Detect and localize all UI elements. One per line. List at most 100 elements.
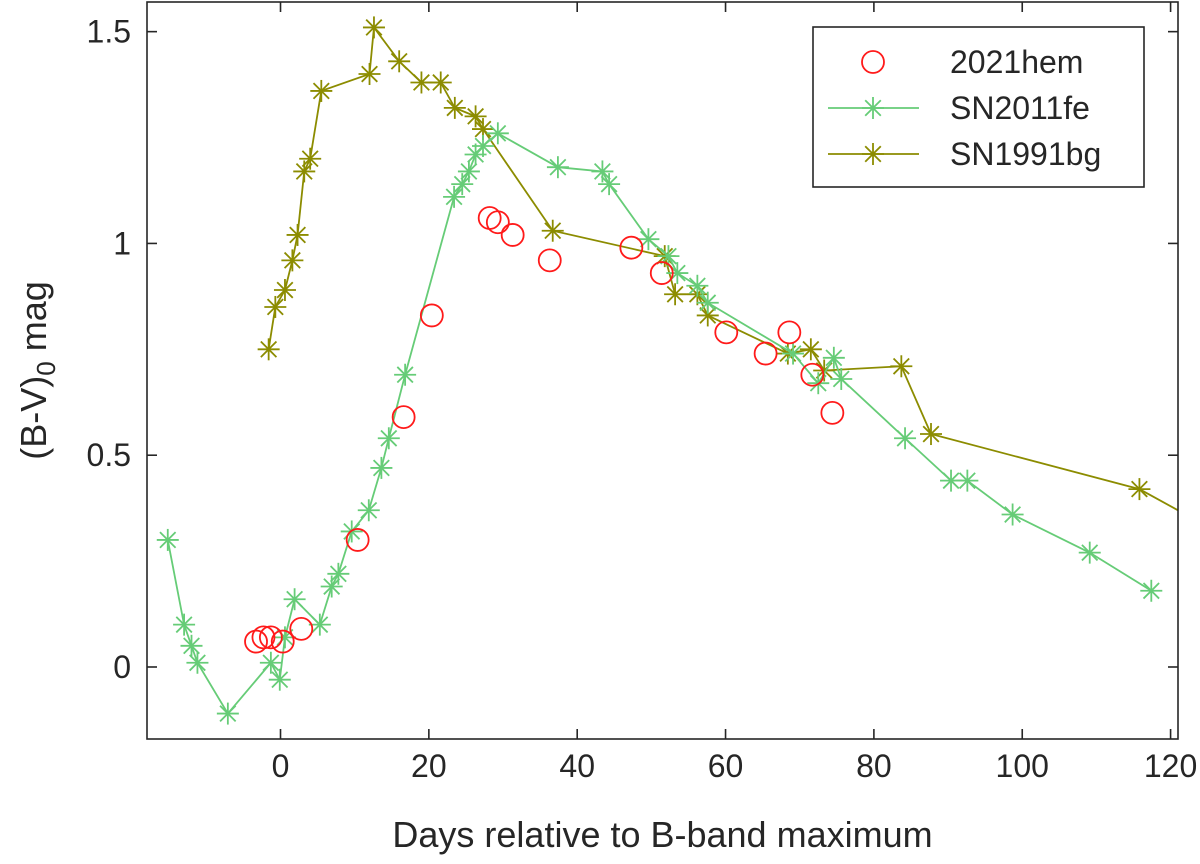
x-tick-label: 0 <box>272 748 290 784</box>
series-sn1991bg <box>257 16 1178 512</box>
data-point <box>546 156 569 179</box>
data-point <box>486 122 509 145</box>
data-point <box>637 228 660 251</box>
axes-frame <box>146 1 1179 740</box>
x-tick-label: 20 <box>411 748 447 784</box>
y-tick-label: 0 <box>113 649 131 685</box>
data-point <box>283 588 306 611</box>
data-point <box>358 63 381 86</box>
data-point <box>472 135 495 158</box>
y-axis-label-unit: mag <box>13 281 54 361</box>
series-line-sn1991bg <box>267 25 1178 512</box>
data-point <box>800 362 825 387</box>
data-point <box>714 320 739 345</box>
legend-marker <box>861 50 885 74</box>
x-tick-label: 120 <box>1144 748 1197 784</box>
data-point <box>820 400 845 425</box>
data-point <box>388 50 411 73</box>
data-point <box>451 173 474 196</box>
y-axis-label-subscript: 0 <box>31 361 61 375</box>
data-point <box>370 456 393 479</box>
data-point <box>830 367 853 390</box>
data-point <box>649 261 674 285</box>
data-point <box>799 338 822 361</box>
data-point <box>485 210 510 235</box>
data-point <box>391 405 416 429</box>
data-point <box>1078 541 1101 564</box>
data-point <box>268 668 291 691</box>
y-axis-label-main: (B-V) <box>13 376 54 460</box>
data-point <box>619 235 644 260</box>
data-point <box>327 562 350 585</box>
data-point <box>377 427 400 450</box>
data-point <box>753 341 778 366</box>
series-sn2011fe <box>156 122 1163 725</box>
legend-item-sn2011fe: SN2011fe <box>828 90 1090 126</box>
data-point <box>308 613 331 636</box>
legend: 2021hem SN2011fe SN1991bg <box>812 26 1145 188</box>
data-point <box>345 528 370 552</box>
data-point <box>443 96 466 119</box>
data-point <box>1128 478 1151 501</box>
data-point <box>394 363 417 386</box>
data-point <box>664 283 687 306</box>
data-point <box>258 625 283 650</box>
data-point <box>251 625 276 650</box>
series-line-sn2011fe <box>166 132 1152 716</box>
data-point <box>894 427 917 450</box>
y-axis-label: (B-V)0 mag <box>13 281 61 460</box>
data-point <box>1140 579 1163 602</box>
data-point <box>696 291 719 314</box>
x-axis-label: Days relative to B-band maximum <box>392 814 932 855</box>
data-point <box>541 219 564 242</box>
data-point <box>598 173 621 196</box>
x-axis: 0 20 40 60 80 100 120 <box>272 2 1197 784</box>
data-point <box>591 160 614 183</box>
legend-label: SN1991bg <box>950 136 1101 172</box>
data-point <box>286 223 309 246</box>
data-point <box>357 499 380 522</box>
data-point <box>362 16 385 39</box>
data-point <box>281 249 304 272</box>
data-point <box>257 338 280 361</box>
legend-marker <box>862 97 884 119</box>
data-point <box>822 346 845 369</box>
x-tick-label: 40 <box>559 748 595 784</box>
x-tick-label: 60 <box>708 748 744 784</box>
data-point <box>1001 503 1024 526</box>
data-point <box>264 295 287 318</box>
data-point <box>464 105 487 128</box>
data-point <box>777 320 802 345</box>
data-point <box>289 616 314 641</box>
y-tick-label: 1 <box>113 225 131 261</box>
data-point <box>890 355 913 378</box>
data-point <box>180 634 203 657</box>
data-point <box>244 629 268 654</box>
plot-area <box>156 16 1178 725</box>
data-point <box>477 206 502 230</box>
series-2021hem <box>244 206 845 654</box>
data-point <box>956 469 979 492</box>
legend-item-2021hem: 2021hem <box>861 44 1083 80</box>
data-point <box>216 702 239 725</box>
data-point <box>500 223 525 247</box>
data-point <box>782 342 805 365</box>
data-point <box>270 629 295 654</box>
data-point <box>173 613 196 636</box>
data-point <box>920 423 943 446</box>
data-point <box>443 185 466 208</box>
y-tick-label: 0.5 <box>87 437 131 473</box>
legend-label: 2021hem <box>950 44 1083 80</box>
data-point <box>419 303 444 328</box>
y-axis: 0 0.5 1 1.5 <box>87 14 1178 685</box>
x-tick-label: 100 <box>996 748 1049 784</box>
data-point <box>686 274 709 297</box>
data-point <box>429 71 452 94</box>
legend-box <box>812 26 1145 188</box>
data-point <box>186 651 209 674</box>
legend-label: SN2011fe <box>950 90 1090 126</box>
data-point <box>310 79 333 102</box>
data-point <box>259 651 282 674</box>
data-point <box>320 575 343 598</box>
